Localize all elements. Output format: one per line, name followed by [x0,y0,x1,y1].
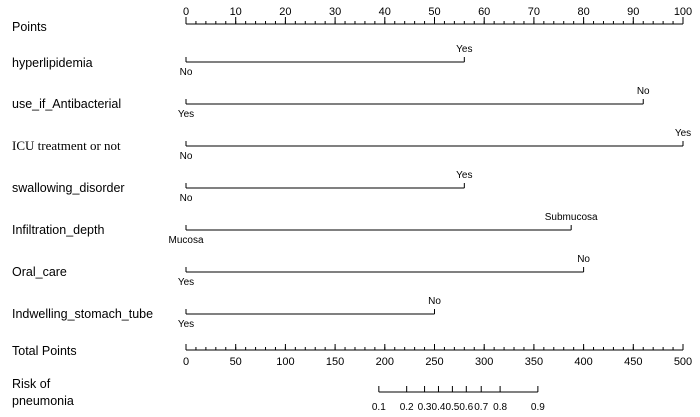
risk-tick-label: 0.3 [418,402,432,413]
risk-axis: 0.1 0.2 0.3 0.4 0.5 0.6 0.7 0.8 0.9 [372,386,545,413]
variable-row: No Yes [180,128,692,162]
total-tick-label: 300 [475,356,493,368]
variable-label-antibacterial: use_if_Antibacterial [12,97,121,111]
points-tick-label: 40 [379,6,391,18]
risk-tick-label: 0.4 [432,402,446,413]
risk-tick-label: 0.2 [400,402,414,413]
variable-label-oral-care: Oral_care [12,265,67,279]
risk-tick-label: 0.8 [493,402,507,413]
variable-lines: NoYesYesNoNoYesNoYesMucosaSubmucosaYesNo… [168,44,691,330]
variable-level-label: Yes [178,277,194,288]
variable-level-label: Submucosa [545,212,598,223]
variable-level-label: Yes [178,109,194,120]
total-tick-label: 500 [674,356,692,368]
risk-axis-label: Risk of pneumonia [12,377,74,408]
total-tick-label: 400 [574,356,592,368]
variable-row: Yes No [178,86,650,120]
points-tick-label: 90 [627,6,639,18]
total-tick-label: 250 [425,356,443,368]
variable-level-label: No [428,296,441,307]
points-tick-label: 30 [329,6,341,18]
variable-level-label: Yes [456,44,472,55]
variable-label-icu-treatment: ICU treatment or not [12,138,121,153]
variable-level-label: No [577,254,590,265]
variable-label-stomach-tube: Indwelling_stomach_tube [12,307,153,321]
total-tick-label: 150 [326,356,344,368]
variable-row: No Yes [180,170,473,204]
variable-level-label: No [180,151,193,162]
total-points-axis-label: Total Points [12,344,77,358]
variable-label-infiltration-depth: Infiltration_depth [12,223,104,237]
points-tick-label: 10 [230,6,242,18]
total-tick-label: 450 [624,356,642,368]
points-tick-label: 80 [577,6,589,18]
variable-label-hyperlipidemia: hyperlipidemia [12,56,93,70]
points-axis-label: Points [12,20,47,34]
risk-tick-label: 0.1 [372,402,386,413]
variable-row: Yes No [178,296,441,330]
total-tick-label: 350 [525,356,543,368]
points-tick-label: 50 [428,6,440,18]
variable-row: Mucosa Submucosa [168,212,598,246]
variable-level-label: No [637,86,650,97]
variable-level-label: Mucosa [168,235,203,246]
risk-tick-label: 0.9 [531,402,545,413]
risk-tick-label: 0.6 [459,402,473,413]
variable-level-label: Yes [456,170,472,181]
risk-axis-label-line-1: Risk of [12,377,51,391]
variable-label-swallowing-disorder: swallowing_disorder [12,181,125,195]
total-tick-label: 0 [183,356,189,368]
variable-level-label: No [180,67,193,78]
risk-tick-label: 0.7 [474,402,488,413]
variable-level-label: Yes [178,319,194,330]
variable-row: No Yes [180,44,473,78]
total-tick-label: 50 [230,356,242,368]
risk-tick-label: 0.5 [445,402,459,413]
points-tick-label: 60 [478,6,490,18]
total-tick-label: 100 [276,356,294,368]
variable-row: Yes No [178,254,591,288]
variable-level-label: No [180,193,193,204]
points-axis: 0 10 20 30 40 50 60 70 80 90 100 [183,6,692,25]
points-tick-label: 0 [183,6,189,18]
total-tick-label: 200 [376,356,394,368]
points-tick-label: 20 [279,6,291,18]
points-tick-label: 70 [528,6,540,18]
total-points-axis: 0 50 100 150 200 250 300 350 400 450 500 [183,344,692,368]
variable-level-label: Yes [675,128,691,139]
points-tick-label: 100 [674,6,692,18]
risk-axis-label-line-2: pneumonia [12,394,74,408]
